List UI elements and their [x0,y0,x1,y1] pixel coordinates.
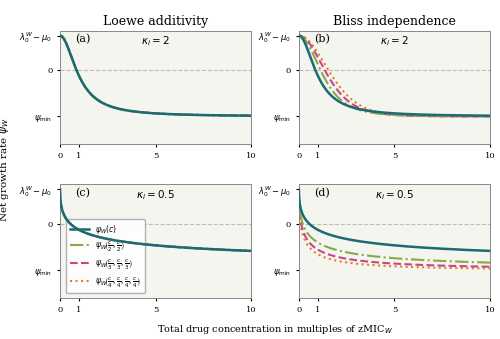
Title: Loewe additivity: Loewe additivity [103,15,208,28]
Text: $\kappa_i = 2$: $\kappa_i = 2$ [380,34,409,48]
Text: Net growth rate $\psi_W$: Net growth rate $\psi_W$ [0,117,12,222]
Text: $\kappa_i = 0.5$: $\kappa_i = 0.5$ [375,188,414,202]
Text: (b): (b) [314,34,330,44]
Text: Total drug concentration in multiples of zMIC$_W$: Total drug concentration in multiples of… [157,323,393,336]
Title: Bliss independence: Bliss independence [333,15,456,28]
Text: (a): (a) [76,34,90,44]
Text: $\kappa_i = 0.5$: $\kappa_i = 0.5$ [136,188,175,202]
Legend: $\psi_W(c)$, $\psi_W\!\left(\frac{c}{2}, \frac{c}{2}\right)$, $\psi_W\!\left(\fr: $\psi_W(c)$, $\psi_W\!\left(\frac{c}{2},… [66,219,145,293]
Text: (c): (c) [76,188,90,198]
Text: $\kappa_i = 2$: $\kappa_i = 2$ [141,34,170,48]
Text: (d): (d) [314,188,330,198]
